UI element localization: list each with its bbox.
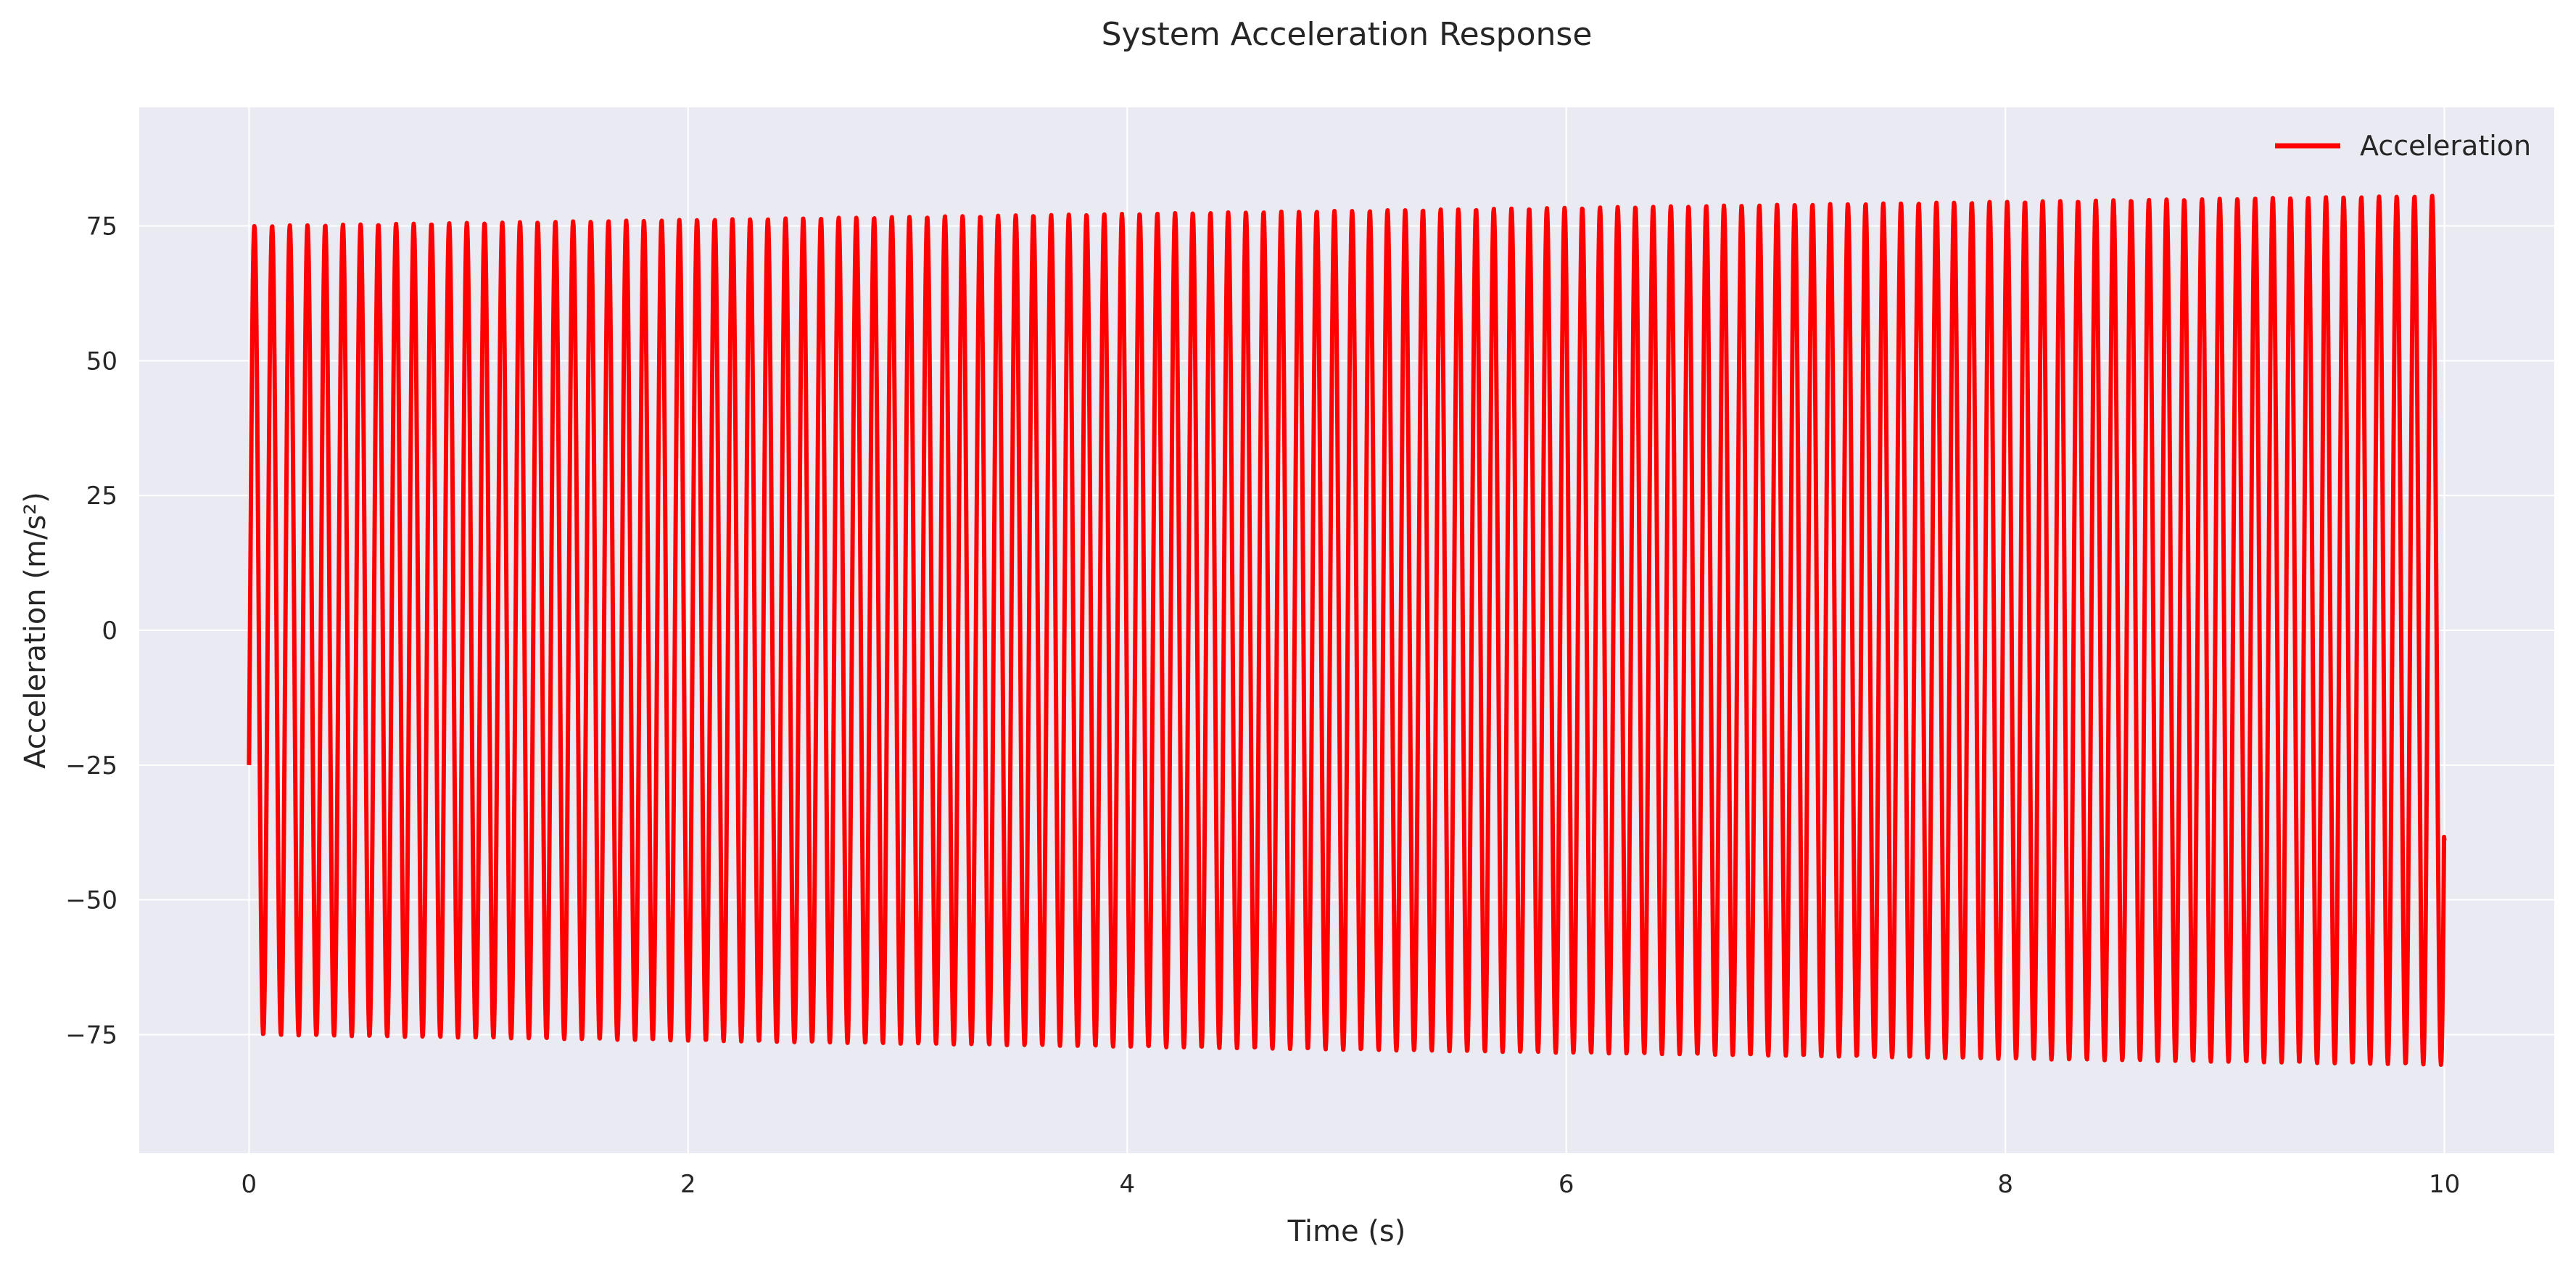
x-tick-label: 4 [1119, 1170, 1135, 1199]
y-tick-label: 25 [86, 482, 117, 511]
x-axis-ticks: 0 2 4 6 8 10 [242, 1170, 2461, 1199]
y-tick-label: −75 [65, 1020, 117, 1050]
x-axis-label: Time (s) [1287, 1215, 1406, 1248]
y-tick-label: −50 [65, 886, 117, 915]
y-tick-label: 0 [102, 617, 117, 646]
x-tick-label: 6 [1559, 1170, 1574, 1199]
y-tick-label: −25 [65, 751, 117, 780]
legend-label-acceleration: Acceleration [2360, 130, 2531, 162]
x-tick-label: 0 [242, 1170, 257, 1199]
y-axis-label: Acceleration (m/s²) [19, 492, 52, 769]
chart-title: System Acceleration Response [1102, 16, 1593, 53]
series-layer [247, 194, 2447, 1067]
x-tick-label: 2 [680, 1170, 696, 1199]
legend: Acceleration [2275, 130, 2531, 162]
y-tick-label: 75 [86, 213, 117, 242]
x-tick-label: 8 [1997, 1170, 2013, 1199]
y-tick-label: 50 [86, 347, 117, 376]
series-line-acceleration [247, 194, 2447, 1067]
x-tick-label: 10 [2429, 1170, 2460, 1199]
y-axis-ticks: −75 −50 −25 0 25 50 75 [65, 213, 117, 1050]
